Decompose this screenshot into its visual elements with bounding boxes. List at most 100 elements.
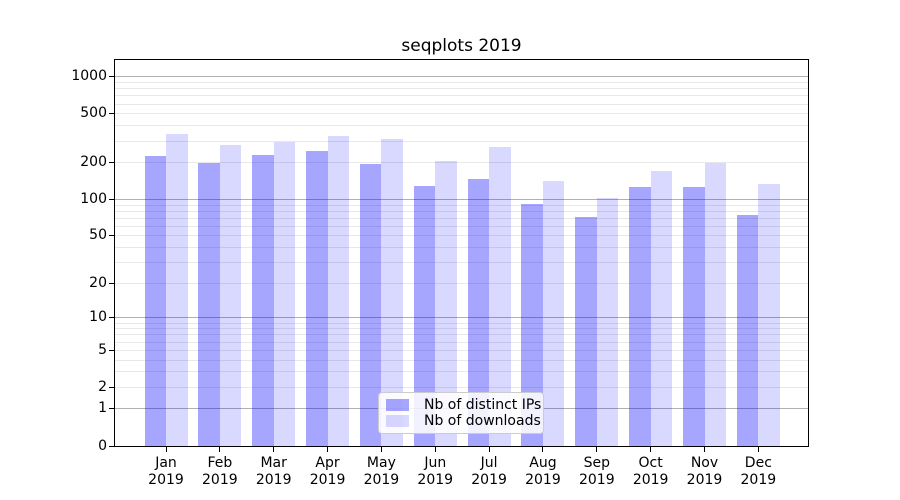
- x-tick-label-line: 2019: [255, 472, 292, 488]
- gridline-minor: [115, 328, 808, 330]
- y-tick-label: 5: [98, 341, 107, 358]
- gridline-minor: [115, 82, 808, 84]
- gridline-minor: [115, 282, 808, 284]
- gridline-major: [115, 76, 808, 78]
- bar-downloads: [381, 138, 403, 446]
- x-tick-label-line: 2019: [740, 472, 777, 488]
- plot-area: Nb of distinct IPs Nb of downloads: [114, 59, 809, 447]
- x-tick-mark: [704, 447, 705, 452]
- gridline-minor: [115, 386, 808, 388]
- x-tick-label-line: Apr: [315, 455, 340, 471]
- bar-distinct-ips: [736, 215, 759, 446]
- gridline-minor: [115, 235, 808, 237]
- x-tick-label: Nov 2019: [675, 455, 735, 489]
- x-tick-label: Dec 2019: [728, 455, 788, 489]
- gridline-minor: [115, 359, 808, 361]
- gridline-major: [115, 317, 808, 319]
- gridline-minor: [115, 204, 808, 206]
- bar-downloads: [758, 183, 780, 446]
- gridline-minor: [115, 371, 808, 373]
- bar-downloads: [650, 170, 673, 446]
- x-tick-mark: [219, 447, 221, 452]
- y-tick-label: 0: [98, 437, 107, 454]
- x-tick-label: Feb 2019: [190, 455, 250, 489]
- x-tick-label-line: Sep: [583, 455, 610, 471]
- bar-downloads: [327, 136, 350, 446]
- bar-distinct-ips: [413, 185, 436, 446]
- x-tick-label-line: 2019: [632, 472, 669, 488]
- legend-label-downloads: Nb of downloads: [424, 413, 541, 429]
- legend-item-distinct-ips: Nb of distinct IPs: [386, 397, 541, 413]
- x-tick-label: Mar 2019: [244, 455, 304, 489]
- x-tick-label-line: Aug: [529, 455, 557, 471]
- legend-item-downloads: Nb of downloads: [386, 413, 541, 429]
- x-tick-mark: [542, 447, 544, 452]
- x-tick-label-line: Jan: [155, 455, 177, 471]
- x-tick-mark: [650, 447, 652, 452]
- x-tick-mark: [165, 447, 167, 452]
- gridline-minor: [115, 217, 808, 219]
- x-tick-mark: [380, 447, 382, 452]
- legend-swatch-downloads-icon: [386, 415, 409, 427]
- bar-distinct-ips: [683, 186, 705, 446]
- bar-distinct-ips: [467, 178, 490, 446]
- y-tick-label: 200: [80, 154, 107, 171]
- y-tick-label: 100: [80, 190, 107, 207]
- gridline-minor: [115, 225, 808, 227]
- x-tick-label-line: Nov: [690, 455, 719, 471]
- bar-distinct-ips: [359, 164, 382, 446]
- y-tick-label: 50: [89, 227, 107, 244]
- x-tick-mark: [757, 447, 759, 452]
- x-tick-label-line: 2019: [309, 472, 346, 488]
- bar-downloads: [596, 198, 619, 446]
- legend-label-distinct-ips: Nb of distinct IPs: [424, 397, 542, 413]
- gridline-minor: [115, 103, 808, 105]
- gridline-minor: [115, 341, 808, 343]
- x-tick-label: Aug 2019: [513, 455, 573, 489]
- x-tick-label-line: Jun: [424, 455, 447, 471]
- chart-title: seqplots 2019: [401, 36, 522, 56]
- bar-downloads: [704, 162, 726, 446]
- x-tick-label: May 2019: [351, 455, 411, 489]
- x-tick-label-line: 2019: [471, 472, 507, 488]
- gridline-minor: [115, 113, 808, 115]
- gridline-minor: [115, 88, 808, 90]
- bar-downloads: [166, 133, 188, 446]
- x-tick-label: Jan 2019: [136, 455, 196, 489]
- bar-downloads: [489, 147, 511, 446]
- x-tick-label-line: Dec: [744, 455, 772, 471]
- gridline-minor: [115, 125, 808, 127]
- bar-distinct-ips: [521, 203, 543, 446]
- y-tick-label: 500: [80, 105, 107, 122]
- bar-distinct-ips: [306, 150, 328, 446]
- y-tick-label: 1: [98, 400, 107, 417]
- bar-downloads: [219, 144, 242, 446]
- x-tick-label-line: Oct: [638, 455, 663, 471]
- y-tick-label: 20: [89, 274, 107, 291]
- bar-downloads: [435, 161, 457, 446]
- x-tick-label: Oct 2019: [621, 455, 681, 489]
- x-tick-label-line: May: [366, 455, 396, 471]
- gridline-minor: [115, 247, 808, 249]
- x-tick-label-line: 2019: [686, 472, 723, 488]
- x-tick-label-line: Feb: [207, 455, 233, 471]
- gridline-minor: [115, 210, 808, 212]
- x-tick-mark: [434, 447, 436, 452]
- bar-downloads: [542, 180, 565, 446]
- legend-swatch-distinct-ips-icon: [386, 399, 409, 411]
- x-tick-label-line: 2019: [202, 472, 238, 488]
- x-tick-mark: [273, 447, 275, 452]
- gridline-minor: [115, 334, 808, 336]
- bar-distinct-ips: [575, 216, 597, 446]
- x-tick-label-line: 2019: [578, 472, 615, 488]
- x-tick-label-line: 2019: [525, 472, 561, 488]
- bar-distinct-ips: [629, 186, 651, 446]
- bar-downloads: [273, 142, 296, 446]
- gridline-minor: [115, 262, 808, 264]
- x-tick-label: Jul 2019: [459, 455, 519, 489]
- x-tick-mark: [596, 447, 598, 452]
- y-tick-label: 2: [98, 378, 107, 395]
- bar-distinct-ips: [144, 156, 166, 446]
- x-tick-mark: [488, 447, 490, 452]
